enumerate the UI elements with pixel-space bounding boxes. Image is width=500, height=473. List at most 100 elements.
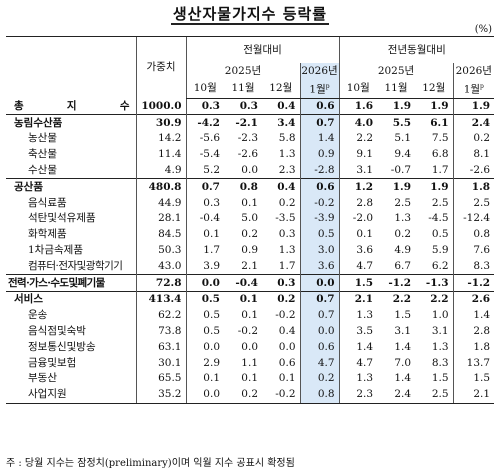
yoy-cell: 1.0 xyxy=(431,309,449,322)
row-label: 서비스 xyxy=(6,291,136,308)
yoy-cell: 4.7 xyxy=(338,258,378,275)
yoy-cell: 4.7 xyxy=(338,355,378,372)
row-label: 금융및보험 xyxy=(6,355,136,371)
yoy-cell: 1.7 xyxy=(431,164,449,177)
table-row: 공산품 480.8 0.7 0.8 0.4 0.6 1.2 1.9 1.9 1.8 xyxy=(6,178,495,196)
yoy-cell: 5.9 xyxy=(431,244,449,257)
yoy-cell: 1.5 xyxy=(394,309,412,322)
mom-cell: 0.3 xyxy=(278,228,296,241)
weight-cell: 73.8 xyxy=(135,323,186,340)
table-row: 1차금속제품 50.3 1.7 0.9 1.3 3.0 3.6 4.9 5.9 7.6 xyxy=(6,242,495,259)
yoy-cell: 1.5 xyxy=(431,372,449,385)
row-label-text: 1차금속제품 xyxy=(28,244,83,257)
yoy-cell: 1.9 xyxy=(452,98,495,115)
mom-cell: 0.1 xyxy=(241,196,258,209)
row-label-text: 음식료품 xyxy=(28,196,67,209)
mom-month-dec: 12월 xyxy=(262,79,300,99)
mom-cell: 0.4 xyxy=(277,99,296,112)
yoy-cell: 2.5 xyxy=(394,196,412,209)
mom-cell: 0.2 xyxy=(262,291,300,308)
row-label: 음식점및숙박 xyxy=(6,324,136,340)
yoy-cell: -1.2 xyxy=(452,274,495,292)
yoy-cell: 4.0 xyxy=(338,114,378,132)
mom-cell: 2.1 xyxy=(241,259,258,272)
weight-header: 가중치 xyxy=(135,36,186,98)
mom-cell: 5.2 xyxy=(185,162,224,179)
mom-cell: -2.3 xyxy=(237,132,258,145)
yoy-cell: 2.5 xyxy=(431,196,449,209)
row-label: 축산물 xyxy=(6,147,136,163)
yoy-cell: 6.8 xyxy=(431,148,449,161)
yoy-cell: 2.5 xyxy=(415,386,454,404)
mom-cell: 0.0 xyxy=(185,274,224,292)
yoy-cell: 1.4 xyxy=(338,339,378,356)
yoy-year-prev: 2025년 xyxy=(338,63,454,79)
yoy-cell: 3.6 xyxy=(338,242,378,259)
mom-cell: -2.1 xyxy=(224,114,262,132)
row-label-text: 축산물 xyxy=(28,148,57,161)
yoy-cell: 2.1 xyxy=(338,291,378,308)
mom-cell: 0.0 xyxy=(299,323,340,340)
yoy-cell: 1.9 xyxy=(392,99,412,112)
yoy-cell: 1.5 xyxy=(452,371,495,387)
yoy-cell: 1.5 xyxy=(338,274,378,292)
mom-cell: 0.4 xyxy=(278,325,296,338)
item-header xyxy=(6,36,136,98)
yoy-cell: 3.1 xyxy=(394,325,412,338)
yoy-cell: 8.3 xyxy=(452,258,495,275)
weight-cell: 50.3 xyxy=(135,242,186,259)
mom-cell: 3.6 xyxy=(299,258,340,275)
yoy-cell: 2.2 xyxy=(377,291,416,308)
mom-cell: 5.0 xyxy=(241,212,258,225)
mom-cell: 0.0 xyxy=(299,274,340,292)
table-row: 화학제품 84.5 0.1 0.2 0.3 0.5 0.1 0.2 0.5 0.8 xyxy=(6,226,495,243)
row-label: 농림수산품 xyxy=(6,114,136,132)
row-label-text: 화학제품 xyxy=(28,228,67,241)
row-label-text: 사업지원 xyxy=(28,388,67,401)
mom-cell: -5.4 xyxy=(185,146,224,163)
yoy-cell: 1.8 xyxy=(452,339,495,356)
mom-cell: 0.7 xyxy=(299,291,340,308)
table-row: 축산물 11.4 -5.4 -2.6 1.3 0.9 9.1 9.4 6.8 8.1 xyxy=(6,146,495,163)
row-label-text: 컴퓨터·전자및광학기기 xyxy=(28,259,123,272)
yoy-cell: -1.2 xyxy=(377,274,416,292)
mom-month-oct: 10월 xyxy=(185,79,224,99)
yoy-cell: 0.5 xyxy=(431,228,449,241)
yoy-cell: 1.3 xyxy=(431,340,449,353)
footnote: 주 : 당월 지수는 잠정치(preliminary)이며 익월 지수 공표시 … xyxy=(6,458,295,469)
weight-cell: 14.2 xyxy=(135,131,186,147)
mom-cell: 0.2 xyxy=(278,196,296,209)
row-label-text: 음식점및숙박 xyxy=(28,325,86,338)
mom-cell: 0.7 xyxy=(185,178,224,196)
mom-cell: -0.4 xyxy=(224,274,262,292)
mom-cell: 0.8 xyxy=(224,178,262,196)
mom-cell: 0.5 xyxy=(185,307,224,324)
mom-cell: 0.5 xyxy=(185,291,224,308)
yoy-cell: 0.2 xyxy=(452,131,495,147)
mom-cell: 0.0 xyxy=(185,339,224,356)
row-label-text: 총 지 수 xyxy=(14,99,130,112)
mom-cell: 0.0 xyxy=(241,340,258,353)
table-row: 음식점및숙박 73.8 0.5 -0.2 0.4 0.0 3.5 3.1 3.1 2.8 xyxy=(6,323,495,340)
ppi-table: 가중치 전월대비 전년동월대비 2025년 2026년 2025년 2026년 … xyxy=(6,36,495,404)
row-label: 공산품 xyxy=(6,178,136,196)
yoy-cell: 0.2 xyxy=(394,228,412,241)
mom-cell: 0.6 xyxy=(299,178,340,196)
mom-cell: 0.6 xyxy=(299,339,340,356)
yoy-cell: 6.1 xyxy=(415,114,454,132)
yoy-cell: 1.4 xyxy=(452,307,495,324)
yoy-cell: 2.2 xyxy=(415,291,454,308)
mom-cell: -5.6 xyxy=(185,131,224,147)
yoy-cell: 13.7 xyxy=(452,355,495,372)
weight-cell: 65.5 xyxy=(135,371,186,387)
mom-year-cur: 2026년 xyxy=(299,63,340,79)
yoy-cell: 1.2 xyxy=(338,178,378,196)
yoy-cell: 2.5 xyxy=(452,195,495,212)
yoy-cell: 5.1 xyxy=(394,132,412,145)
yoy-cell: 4.9 xyxy=(394,244,412,257)
weight-cell: 72.8 xyxy=(135,274,186,292)
yoy-cell: 1.3 xyxy=(338,307,378,324)
yoy-cell: 1.6 xyxy=(338,98,378,115)
row-label: 부동산 xyxy=(6,371,136,387)
mom-cell: 0.1 xyxy=(185,226,224,243)
